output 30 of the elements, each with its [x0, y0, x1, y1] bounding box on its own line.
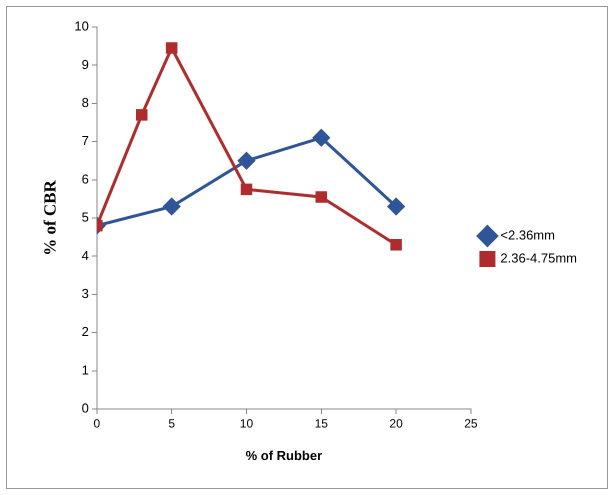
- legend-label: <2.36mm: [500, 228, 555, 243]
- y-tick-label: 5: [82, 210, 89, 225]
- point: [163, 198, 180, 216]
- point: [136, 109, 148, 121]
- y-tick-label: 1: [82, 362, 89, 378]
- x-axis-title: % of Rubber: [246, 448, 322, 463]
- y-tick-label: 0: [82, 400, 89, 416]
- x-tick-label: 5: [168, 416, 176, 431]
- point: [388, 198, 405, 216]
- x-tick-label: 25: [464, 416, 478, 431]
- y-tick-label: 6: [82, 171, 89, 186]
- y-tick-label: 8: [82, 94, 89, 110]
- point: [240, 184, 252, 196]
- y-tick-label: 10: [74, 18, 89, 34]
- y-tick-label: 7: [82, 133, 89, 148]
- point: [316, 191, 328, 203]
- legend-label: 2.36-4.75mm: [500, 250, 578, 266]
- y-axis-title: % of CBR: [40, 180, 60, 256]
- x-tick-label: 0: [94, 416, 101, 431]
- x-tick-label: 15: [314, 416, 328, 431]
- x-tick-label: 10: [240, 416, 254, 431]
- point: [390, 239, 402, 250]
- point: [166, 42, 178, 54]
- y-tick-label: 4: [82, 248, 89, 263]
- y-tick-label: 9: [82, 56, 89, 72]
- point: [238, 152, 255, 170]
- y-tick-label: 2: [82, 324, 89, 340]
- x-tick-label: 20: [389, 416, 404, 431]
- y-tick-label: 3: [82, 286, 89, 301]
- point: [312, 129, 330, 146]
